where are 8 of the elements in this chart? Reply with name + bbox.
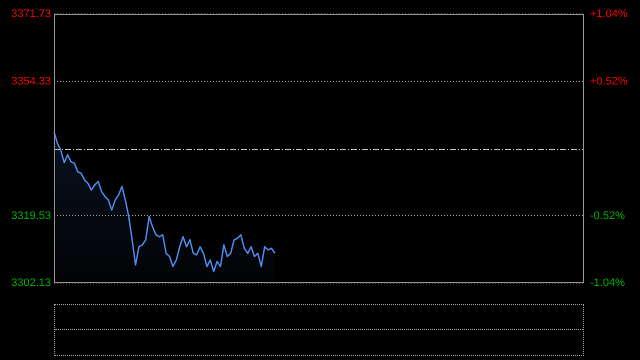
y-tick-label: 3371.73: [11, 8, 51, 20]
y2-tick-label: +1.04%: [590, 8, 628, 20]
y2-tick-label: -1.04%: [590, 277, 626, 290]
y2-tick-label: +0.52%: [590, 75, 628, 88]
y2-tick-label: -0.52%: [590, 210, 626, 222]
y-tick-label: 3319.53: [11, 210, 51, 222]
y-tick-label: 3302.13: [11, 277, 51, 290]
y-tick-label: 3354.33: [11, 75, 51, 88]
